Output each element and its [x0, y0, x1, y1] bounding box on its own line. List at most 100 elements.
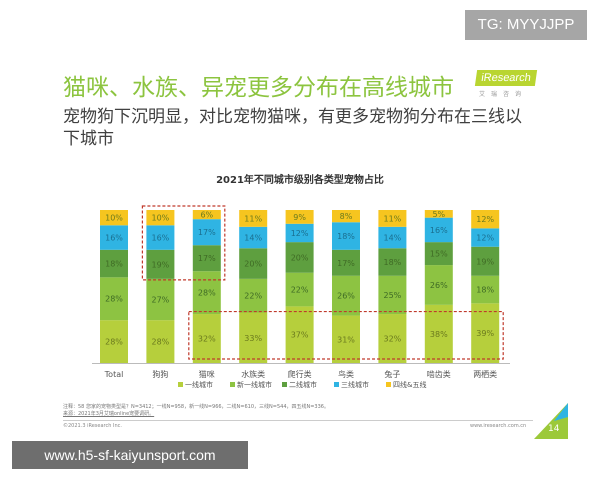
- legend-swatch: [282, 382, 287, 387]
- chart-title: 2021年不同城市级别各类型宠物占比: [216, 175, 384, 186]
- category-label: 爬行类: [288, 369, 312, 379]
- data-label: 32%: [384, 335, 402, 344]
- bar-segment: [192, 219, 221, 246]
- bar-segment: [285, 210, 314, 224]
- data-label: 12%: [291, 229, 309, 238]
- bar-segment: [239, 248, 268, 279]
- data-label: 6%: [200, 211, 213, 220]
- data-label: 18%: [337, 232, 355, 241]
- data-label: 17%: [337, 259, 355, 268]
- source-text: 来源：2021年3月艾瑞online宠要调研。: [63, 411, 155, 417]
- data-label: 39%: [476, 329, 494, 338]
- bar-segment: [378, 226, 407, 249]
- iresearch-logo-subtitle: 艾瑞咨询: [479, 91, 528, 98]
- data-label: 28%: [198, 289, 216, 298]
- slide-subtitle: 宠物狗下沉明显，对比宠物猫咪，有更多宠物狗分布在三线以下城市: [63, 107, 522, 149]
- bar-segment: [424, 265, 453, 305]
- bar-segment: [146, 320, 175, 363]
- data-label: 14%: [384, 234, 402, 243]
- bar-segment: [471, 246, 500, 276]
- bar-segment: [332, 275, 360, 316]
- data-label: 20%: [244, 260, 262, 269]
- data-label: 19%: [152, 260, 170, 269]
- category-label: 兔子: [384, 369, 400, 379]
- data-label: 28%: [105, 295, 123, 304]
- bar-segment: [471, 210, 500, 229]
- data-label: 17%: [198, 228, 216, 237]
- data-label: 18%: [384, 258, 402, 267]
- bar-segment: [424, 217, 453, 243]
- bar-segment: [192, 245, 221, 272]
- data-label: 18%: [476, 286, 494, 295]
- data-label: 11%: [384, 214, 402, 223]
- legend-swatch: [230, 382, 235, 387]
- data-label: 19%: [476, 257, 494, 266]
- data-label: 16%: [105, 234, 123, 243]
- bar-segment: [285, 272, 314, 307]
- category-label: 鸟类: [338, 369, 354, 379]
- watermark-top: TG: MYYJJPP: [465, 10, 587, 40]
- data-label: 27%: [152, 296, 170, 305]
- data-label: 37%: [291, 331, 309, 340]
- data-label: 10%: [152, 214, 170, 223]
- legend-label: 三线城市: [341, 380, 369, 389]
- bar-segment: [239, 278, 268, 313]
- bar-segment: [239, 312, 268, 363]
- bar-segment: [378, 248, 407, 276]
- data-label: 16%: [430, 226, 448, 235]
- data-label: 32%: [198, 335, 216, 344]
- footer-divider: [63, 420, 533, 421]
- bar-segment: [424, 242, 453, 266]
- data-label: 31%: [337, 335, 355, 344]
- category-label: Total: [104, 370, 124, 379]
- data-label: 15%: [430, 250, 448, 259]
- category-label: 两栖类: [473, 369, 497, 379]
- category-label: 水族类: [241, 369, 265, 379]
- legend-swatch: [334, 382, 339, 387]
- bar-segment: [100, 249, 128, 278]
- website: www.iresearch.com.cn: [470, 423, 527, 429]
- bar-segment: [285, 223, 314, 243]
- data-label: 33%: [244, 334, 262, 343]
- data-label: 20%: [291, 253, 309, 262]
- bar-segment: [100, 277, 128, 321]
- bar-segment: [100, 320, 128, 363]
- legend-label: 一线城市: [185, 380, 213, 389]
- data-label: 9%: [293, 213, 306, 222]
- data-label: 11%: [244, 214, 262, 223]
- data-label: 26%: [337, 292, 355, 301]
- bar-segment: [146, 249, 175, 279]
- category-label: 啮齿类: [427, 369, 451, 379]
- data-label: 12%: [476, 215, 494, 224]
- data-label: 22%: [244, 292, 262, 301]
- data-label: 26%: [430, 281, 448, 290]
- bar-segment: [332, 210, 360, 223]
- data-label: 8%: [340, 212, 353, 221]
- bar-segment: [378, 210, 407, 227]
- bar-segment: [332, 222, 360, 250]
- legend-label: 新一线城市: [237, 380, 272, 389]
- data-label: 5%: [432, 210, 445, 219]
- bar-segment: [424, 210, 453, 218]
- page-number: 14: [548, 424, 560, 434]
- bar-segment: [146, 225, 175, 250]
- iresearch-logo: iResearch: [474, 70, 538, 86]
- data-label: 12%: [476, 234, 494, 243]
- legend-swatch: [178, 382, 183, 387]
- data-label: 38%: [430, 330, 448, 339]
- corner-decoration-icon: [534, 403, 568, 439]
- bar-segment: [192, 210, 221, 220]
- bar-segment: [471, 275, 500, 304]
- data-label: 28%: [152, 338, 170, 347]
- bar-segment: [239, 226, 268, 249]
- data-label: 14%: [244, 234, 262, 243]
- data-label: 16%: [152, 234, 170, 243]
- bar-segment: [471, 303, 500, 363]
- bar-segment: [192, 314, 221, 363]
- legend-label: 四线&五线: [393, 380, 426, 389]
- footnote: 注释：58 您家的宠物类型是？N=3412；一线N=958，新一线N=966，二…: [63, 404, 329, 418]
- category-label: 狗狗: [152, 369, 168, 379]
- note-text: 注释：58 您家的宠物类型是？N=3412；一线N=958，新一线N=966，二…: [63, 404, 329, 410]
- bar-segment: [378, 314, 407, 363]
- data-label: 25%: [384, 291, 402, 300]
